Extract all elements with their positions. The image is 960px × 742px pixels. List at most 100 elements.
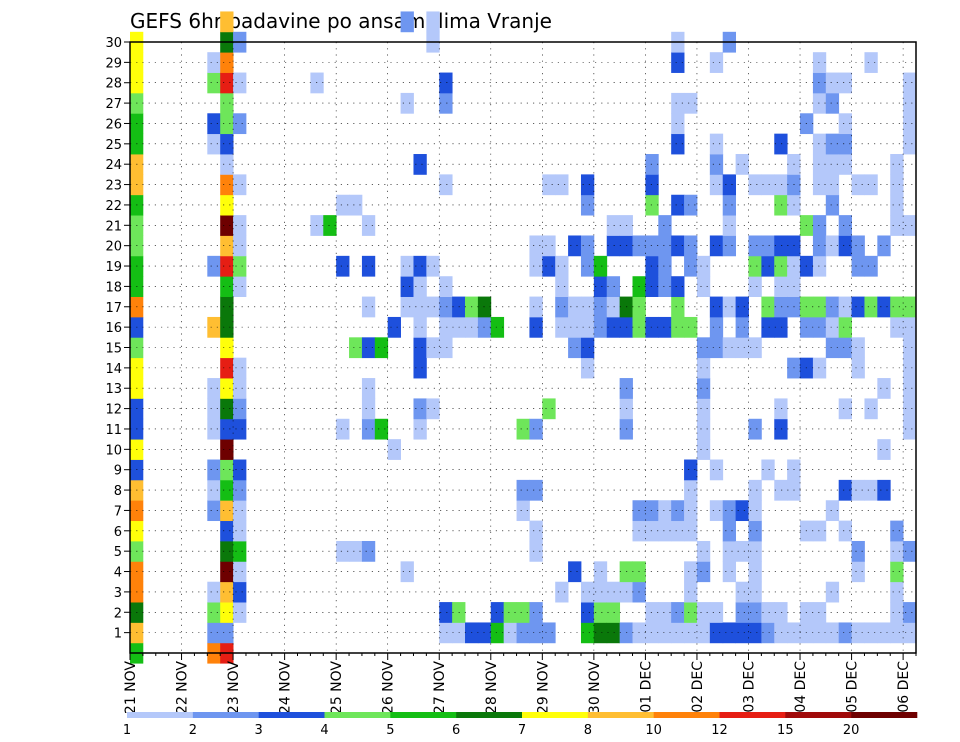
heatmap-cell [220, 255, 234, 277]
heatmap-cell [825, 500, 840, 522]
heatmap-cell [439, 276, 453, 297]
heatmap-cell [220, 154, 234, 175]
x-tick-label: 21 NOV [123, 661, 139, 715]
heatmap-cell [774, 276, 788, 297]
heatmap-cell [387, 439, 401, 460]
heatmap-cell [684, 581, 698, 603]
heatmap-cell [709, 500, 724, 522]
heatmap-cell [890, 602, 904, 623]
heatmap-cell [890, 540, 904, 562]
heatmap-cell [748, 174, 762, 196]
heatmap-cell [529, 479, 543, 501]
heatmap-cell [580, 602, 595, 623]
heatmap-cell [722, 337, 737, 359]
heatmap-cell [696, 357, 711, 379]
y-tick-label: 29 [105, 56, 122, 71]
heatmap-cell [735, 602, 749, 623]
heatmap-cell [696, 561, 711, 583]
heatmap-cell [761, 316, 775, 338]
heatmap-cell [709, 52, 724, 73]
heatmap-cell [903, 337, 917, 359]
heatmap-cell [735, 337, 749, 359]
heatmap-cell [645, 194, 659, 216]
y-tick-label: 14 [105, 362, 122, 377]
legend-label: 1 [123, 723, 131, 738]
heatmap-cell [387, 316, 401, 338]
heatmap-cell [774, 602, 788, 623]
y-tick-label: 8 [114, 484, 122, 499]
heatmap-cell [709, 154, 724, 175]
heatmap-cell [233, 602, 247, 623]
heatmap-cell [233, 174, 247, 196]
heatmap-cell [825, 174, 840, 196]
heatmap-cell [503, 602, 517, 623]
heatmap-cell [529, 296, 543, 318]
heatmap-cell [220, 113, 234, 135]
heatmap-cell [838, 215, 852, 236]
heatmap-cell [671, 52, 685, 73]
heatmap-cell [722, 500, 737, 522]
heatmap-cell [735, 316, 749, 338]
legend-swatch [324, 712, 391, 718]
heatmap-cell [709, 316, 724, 338]
heatmap-cell [645, 154, 659, 175]
heatmap-cell [671, 92, 685, 114]
y-tick-label: 15 [105, 342, 122, 357]
heatmap-cell [864, 52, 878, 73]
heatmap-cell [207, 500, 221, 522]
y-tick-label: 6 [114, 525, 122, 540]
heatmap-cell [748, 235, 762, 257]
heatmap-cell [336, 255, 350, 277]
heatmap-cell [220, 72, 234, 94]
heatmap-cell [400, 255, 414, 277]
heatmap-cell [593, 622, 608, 644]
heatmap-cell [851, 479, 865, 501]
heatmap-cell [400, 92, 414, 114]
heatmap-cell [696, 276, 711, 297]
heatmap-cell [220, 540, 234, 562]
heatmap-cell [233, 581, 247, 603]
heatmap-cell [812, 316, 827, 338]
heatmap-cell [529, 602, 543, 623]
heatmap-cell [645, 276, 659, 297]
heatmap-cell [671, 235, 685, 257]
heatmap-cell [825, 133, 840, 155]
heatmap-cell [864, 296, 878, 318]
heatmap-cell [838, 622, 852, 644]
grid-lines [130, 41, 916, 653]
heatmap-cell [593, 316, 608, 338]
heatmap-cell [684, 602, 698, 623]
heatmap-cell [336, 194, 350, 216]
x-tick-label: 06 DEC [896, 661, 912, 713]
y-axis-ticks: 1234567891011121314151617181920212223242… [105, 36, 130, 642]
heatmap-cell [645, 602, 659, 623]
heatmap-cell [439, 622, 453, 644]
heatmap-cell [877, 479, 891, 501]
heatmap-cell [722, 174, 737, 196]
heatmap-cell [336, 540, 350, 562]
legend-swatch [851, 712, 918, 718]
heatmap-cell [220, 622, 234, 644]
legend-label: 20 [843, 723, 860, 738]
y-tick-label: 9 [114, 464, 122, 479]
legend-swatch [719, 712, 786, 718]
heatmap-cell [671, 194, 685, 216]
heatmap-cell [903, 622, 917, 644]
heatmap-cell [722, 215, 737, 236]
heatmap-cell [207, 479, 221, 501]
heatmap-cell [580, 337, 595, 359]
x-tick-label: 26 NOV [381, 661, 397, 715]
heatmap-cell [439, 602, 453, 623]
heatmap-cell [439, 174, 453, 196]
y-tick-label: 26 [105, 117, 122, 132]
heatmap-cell [851, 622, 865, 644]
heatmap-cell [890, 561, 904, 583]
heatmap-cell [851, 235, 865, 257]
legend-label: 10 [645, 723, 662, 738]
heatmap-cell [580, 622, 595, 644]
heatmap-cell [606, 296, 621, 318]
heatmap-cell [838, 479, 852, 501]
x-tick-label: 04 DEC [793, 661, 809, 713]
y-tick-label: 28 [105, 77, 122, 92]
